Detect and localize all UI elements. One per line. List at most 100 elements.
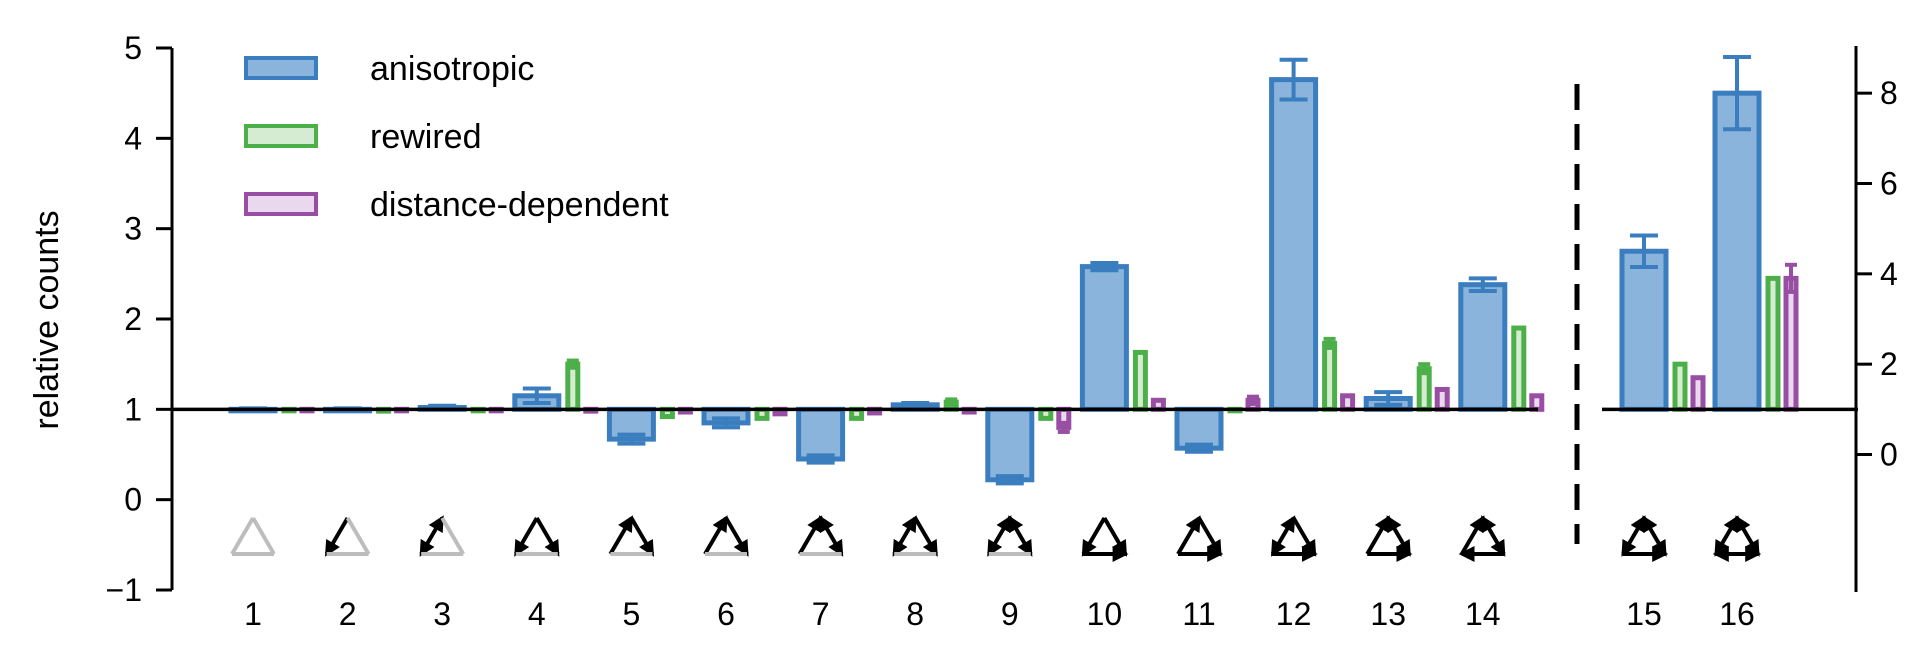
motif-edge-right: [629, 516, 655, 557]
motif-edge-left: [1176, 515, 1201, 556]
motif-edge-right: [1386, 515, 1411, 557]
left-y-tick-label-4: 4: [124, 120, 142, 156]
x-tick-label-15: 15: [1626, 596, 1662, 632]
legend-swatch-rewired: [244, 124, 318, 148]
x-tick-label-7: 7: [812, 596, 830, 632]
triad-motif-11: [1176, 515, 1224, 562]
bar-rewired-15: [1672, 361, 1688, 412]
bar-rewired-10: [1132, 349, 1148, 412]
motif-edge-left: [608, 515, 634, 556]
x-tick-label-14: 14: [1465, 596, 1501, 632]
bar-rewired-12: [1322, 340, 1338, 412]
triad-motif-14: [1458, 515, 1506, 562]
x-tick-label-11: 11: [1182, 596, 1215, 632]
y-axis-label: relative counts: [28, 210, 66, 429]
left-y-tick-label--1: −1: [106, 572, 142, 608]
x-tick-label-13: 13: [1370, 596, 1406, 632]
motif-edge-left: [230, 516, 255, 556]
triad-motif-7: [797, 515, 844, 557]
x-tick-label-16: 16: [1719, 596, 1755, 632]
x-tick-label-9: 9: [1001, 596, 1019, 632]
x-tick-label-5: 5: [623, 596, 641, 632]
triad-motif-16: [1712, 515, 1762, 562]
motif-edge-right: [724, 516, 749, 557]
motif-edge-left: [1714, 515, 1739, 557]
motif-edge-right: [818, 515, 844, 557]
triad-motif-13: [1365, 515, 1413, 562]
x-tick-label-6: 6: [717, 596, 735, 632]
motif-edge-right: [913, 516, 938, 557]
motif-edge-left: [324, 516, 350, 557]
x-tick-label-8: 8: [906, 596, 924, 632]
triad-motif-3: [419, 515, 465, 557]
motif-edge-left: [892, 515, 917, 557]
motif-edge-right: [1291, 516, 1317, 557]
x-tick-label-12: 12: [1276, 596, 1312, 632]
triad-motif-5: [608, 515, 655, 557]
motif-edge-right: [1008, 515, 1033, 557]
x-tick-label-3: 3: [433, 596, 451, 632]
bar-anisotropic-10: [1079, 264, 1129, 412]
right-y-tick-label-0: 0: [1880, 437, 1898, 473]
motif-edge-right: [440, 516, 465, 556]
legend-label-anisotropic: anisotropic: [370, 50, 534, 88]
legend-label-distance-dependent: distance-dependent: [370, 186, 669, 224]
bar-distance-dependent-12: [1340, 393, 1356, 412]
bar-anisotropic-16: [1712, 90, 1762, 412]
bar-anisotropic-7: [796, 406, 846, 462]
legend-swatch-distance-dependent: [244, 192, 318, 216]
triad-motif-8: [892, 515, 938, 557]
motif-edge-left: [419, 515, 444, 557]
bar-rewired-16: [1765, 275, 1781, 412]
x-tick-label-2: 2: [339, 596, 357, 632]
motif-edge-right: [1735, 515, 1760, 557]
bar-rewired-14: [1511, 325, 1527, 412]
motif-edge-right: [1481, 515, 1506, 557]
triad-motif-9: [987, 515, 1033, 557]
left-y-tick-label-2: 2: [124, 301, 142, 337]
x-tick-label-10: 10: [1087, 596, 1123, 632]
bar-distance-dependent-16: [1783, 275, 1799, 412]
motif-edge-left: [987, 515, 1012, 557]
motif-edge-left: [514, 516, 539, 557]
motif-edge-right: [1197, 516, 1222, 557]
bar-distance-dependent-13: [1434, 386, 1450, 412]
motif-edge-right: [535, 516, 560, 557]
legend-label-rewired: rewired: [370, 118, 481, 156]
triad-motif-12: [1270, 515, 1318, 562]
bar-rewired-4: [565, 361, 581, 412]
bar-anisotropic-11: [1174, 406, 1224, 451]
bar-anisotropic-15: [1619, 248, 1669, 412]
motif-edge-left: [703, 515, 728, 556]
x-tick-label-1: 1: [244, 596, 262, 632]
triad-motif-10: [1081, 516, 1129, 562]
motif-edge-right: [251, 516, 276, 556]
triad-motif-2: [324, 516, 371, 557]
bar-distance-dependent-15: [1690, 375, 1706, 412]
triad-motif-1: [230, 516, 276, 556]
left-y-tick-label-5: 5: [124, 30, 142, 66]
bar-anisotropic-9: [985, 406, 1035, 483]
motif-edge-left: [1621, 515, 1646, 557]
motif-edge-left: [1081, 516, 1107, 557]
motif-edge-right: [1102, 516, 1128, 557]
right-y-tick-label-6: 6: [1880, 166, 1898, 202]
left-y-tick-label-1: 1: [124, 391, 142, 427]
x-tick-label-4: 4: [528, 596, 546, 632]
right-y-tick-label-2: 2: [1880, 346, 1898, 382]
motif-edge-left: [1460, 515, 1485, 556]
left-y-tick-label-0: 0: [124, 482, 142, 518]
triad-motif-15: [1621, 515, 1669, 562]
bar-distance-dependent-14: [1529, 393, 1545, 412]
triad-motif-6: [703, 515, 749, 557]
left-y-tick-label-3: 3: [124, 211, 142, 247]
motif-edge-right: [345, 516, 371, 556]
motif-edge-left: [1365, 515, 1390, 556]
motif-edge-right: [1642, 515, 1667, 557]
right-y-tick-label-4: 4: [1880, 256, 1898, 292]
motif-edge-left: [1270, 515, 1296, 557]
right-y-tick-label-8: 8: [1880, 75, 1898, 111]
motif-edge-left: [797, 515, 823, 556]
